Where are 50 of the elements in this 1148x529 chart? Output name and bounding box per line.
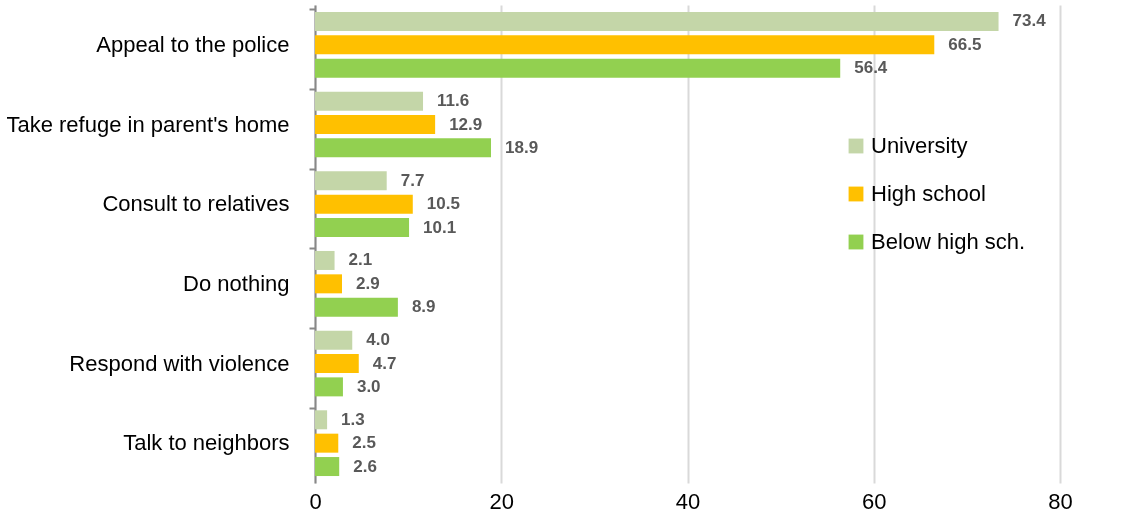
data-label: 11.6 [437,91,470,111]
bar [315,433,339,453]
legend-label: Below high sch. [871,229,1026,254]
bar [315,115,436,134]
y-tick-label: Consult to relatives [102,191,290,217]
data-label: 8.9 [411,297,436,317]
data-label: 73.4 [1012,11,1047,31]
data-label: 3.0 [356,376,381,396]
data-label: 2.5 [352,433,376,453]
bar [315,218,410,238]
data-label: 2.6 [353,456,377,476]
data-label: 2.9 [356,273,380,293]
bar [315,457,340,477]
bar [315,91,424,111]
legend-label: High school [871,181,986,206]
data-label: 7.7 [400,170,425,190]
data-label: 10.5 [426,194,460,214]
bar [315,194,413,214]
data-label: 18.9 [505,137,539,157]
bar [315,11,999,31]
data-label: 2.1 [348,250,373,270]
bar [315,354,359,373]
bar [315,58,841,78]
data-label: 4.7 [372,353,397,373]
y-tick-label: Talk to neighbors [123,430,290,456]
bar [315,377,343,397]
y-tick-label: Appeal to the police [96,31,290,57]
x-tick-label: 0 [309,488,322,514]
legend-label: University [871,133,968,158]
data-label: 56.4 [854,58,888,78]
y-tick-label: Do nothing [183,270,290,296]
data-label: 4.0 [366,330,390,350]
x-tick-label: 60 [862,488,887,514]
bar [315,274,343,294]
data-label: 10.1 [423,217,457,237]
x-tick-label: 40 [675,488,701,514]
bar [315,330,353,350]
bar [315,171,387,191]
y-tick-label: Take refuge in parent's home [6,111,290,137]
bar [315,35,935,55]
bar [315,410,328,430]
data-label: 66.5 [948,34,982,54]
bar [315,250,335,270]
data-label: 1.3 [341,409,365,429]
bar [315,297,398,317]
bar [315,138,492,158]
x-tick-label: 20 [489,488,514,514]
x-tick-label: 80 [1048,488,1073,514]
y-tick-label: Respond with violence [69,350,290,376]
data-label: 12.9 [449,114,483,134]
